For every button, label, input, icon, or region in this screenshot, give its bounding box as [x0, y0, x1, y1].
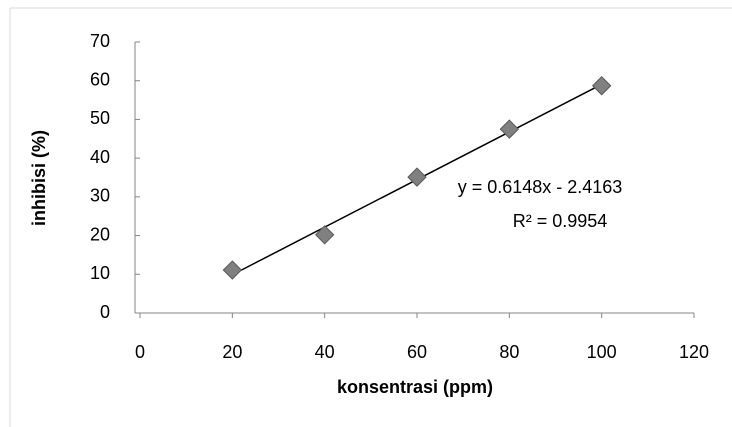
annotation: y = 0.6148x - 2.4163 [458, 177, 623, 197]
point [591, 76, 612, 96]
x-tick-label: 60 [407, 342, 427, 362]
x-tick-label: 100 [587, 342, 617, 362]
y-tick-label: 10 [90, 263, 110, 283]
x-tick-label: 0 [135, 342, 145, 362]
x-tick-label: 20 [222, 342, 242, 362]
point [314, 225, 335, 245]
y-tick-label: 60 [90, 69, 110, 89]
point [222, 260, 243, 280]
annotation: R² = 0.9954 [513, 211, 608, 231]
y-tick-label: 20 [90, 224, 110, 244]
point [407, 167, 427, 187]
y-axis-title: inhibisi (%) [29, 130, 49, 226]
x-tick-label: 40 [315, 342, 335, 362]
y-tick-label: 40 [90, 147, 110, 167]
x-tick-label: 120 [679, 342, 709, 362]
point [499, 119, 520, 139]
y-tick-label: 0 [100, 302, 110, 322]
y-tick-label: 50 [90, 108, 110, 128]
x-axis-title: konsentrasi (ppm) [337, 377, 493, 397]
x-tick-label: 80 [499, 342, 519, 362]
y-tick-label: 70 [90, 31, 110, 51]
y-tick-label: 30 [90, 186, 110, 206]
